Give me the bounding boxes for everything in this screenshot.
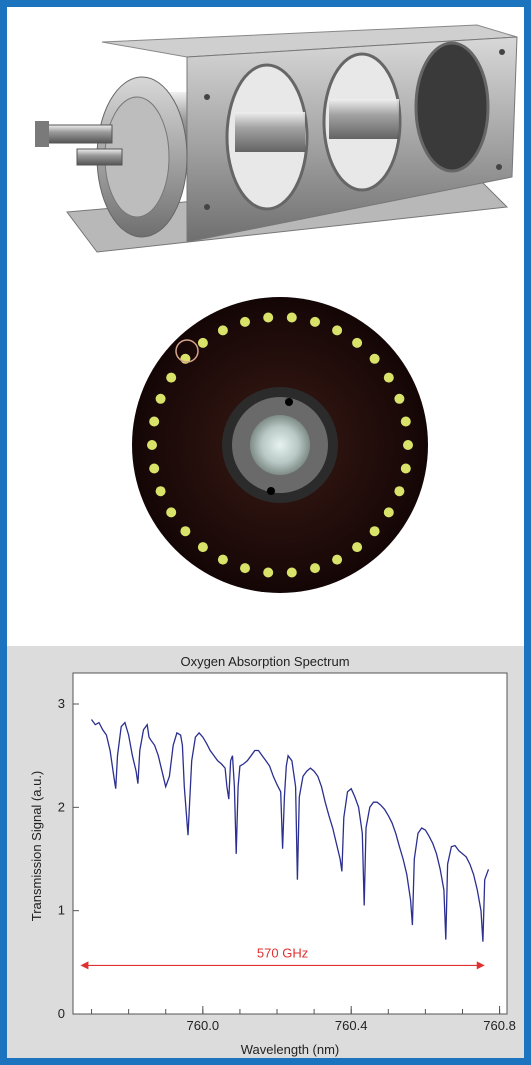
reflection-spot [147,440,157,450]
reflection-spot [369,526,380,537]
reflection-spot [155,486,166,497]
series-line [90,719,490,942]
reflection-spot [240,563,250,574]
reflection-spots [147,312,413,578]
x-tick-label: 760.8 [483,1018,516,1033]
reflection-spot [286,567,297,578]
reflection-spot [217,325,228,336]
x-tick-label: 760.4 [335,1018,368,1033]
y-axis-label: Transmission Signal (a.u.) [29,771,44,922]
reflection-spot [400,416,411,427]
reflection-spot [352,337,363,348]
absorption-chart: Oxygen Absorption Spectrum 0 1 2 3 760.0 760… [29,654,516,1057]
reflection-spot [369,353,380,364]
y-tick-label: 2 [58,799,65,814]
reflection-spot [263,567,274,578]
chart-panel: Oxygen Absorption Spectrum 0 1 2 3 760.0 760… [7,646,524,1058]
arrow-head-right [476,961,485,970]
reflection-spot [383,372,394,383]
reflection-spot [149,463,160,474]
reflection-spot [263,312,274,323]
reflection-spot [332,325,343,336]
y-tick-label: 3 [58,696,65,711]
frequency-span-arrow [80,961,485,970]
reflection-spot [310,563,320,574]
reflection-spot [217,554,228,565]
reflection-spot [197,542,208,553]
plot-area [72,672,508,1015]
reflection-spot [155,393,166,404]
reflection-spot [180,526,191,537]
frequency-span-label: 570 GHz [257,945,308,960]
y-tick-label: 1 [58,903,65,918]
reflection-spot [332,554,343,565]
reflection-spot [197,337,208,348]
reflection-spot [240,316,250,327]
reflection-spot [286,312,297,323]
x-tick-label: 760.0 [187,1018,220,1033]
reflection-spot [394,393,405,404]
y-tick-label: 0 [58,1006,65,1021]
reflection-spot [149,416,160,427]
reflection-spot [400,463,411,474]
reflection-spot [383,507,394,518]
reflection-spot [310,316,320,327]
reflection-spot [394,486,405,497]
gas-cell-apparatus-image [35,24,518,253]
gas-cell-apparatus-photo [7,7,524,275]
ring-mirror-image [132,297,428,593]
arrow-head-left [80,961,89,970]
chart-title: Oxygen Absorption Spectrum [180,654,349,669]
reflection-spot [166,372,177,383]
reflection-spot [166,507,177,518]
reflection-spot [352,542,363,553]
reflection-spot [403,440,413,450]
x-axis-label: Wavelength (nm) [241,1042,340,1057]
ring-mirror-photo [7,285,524,615]
